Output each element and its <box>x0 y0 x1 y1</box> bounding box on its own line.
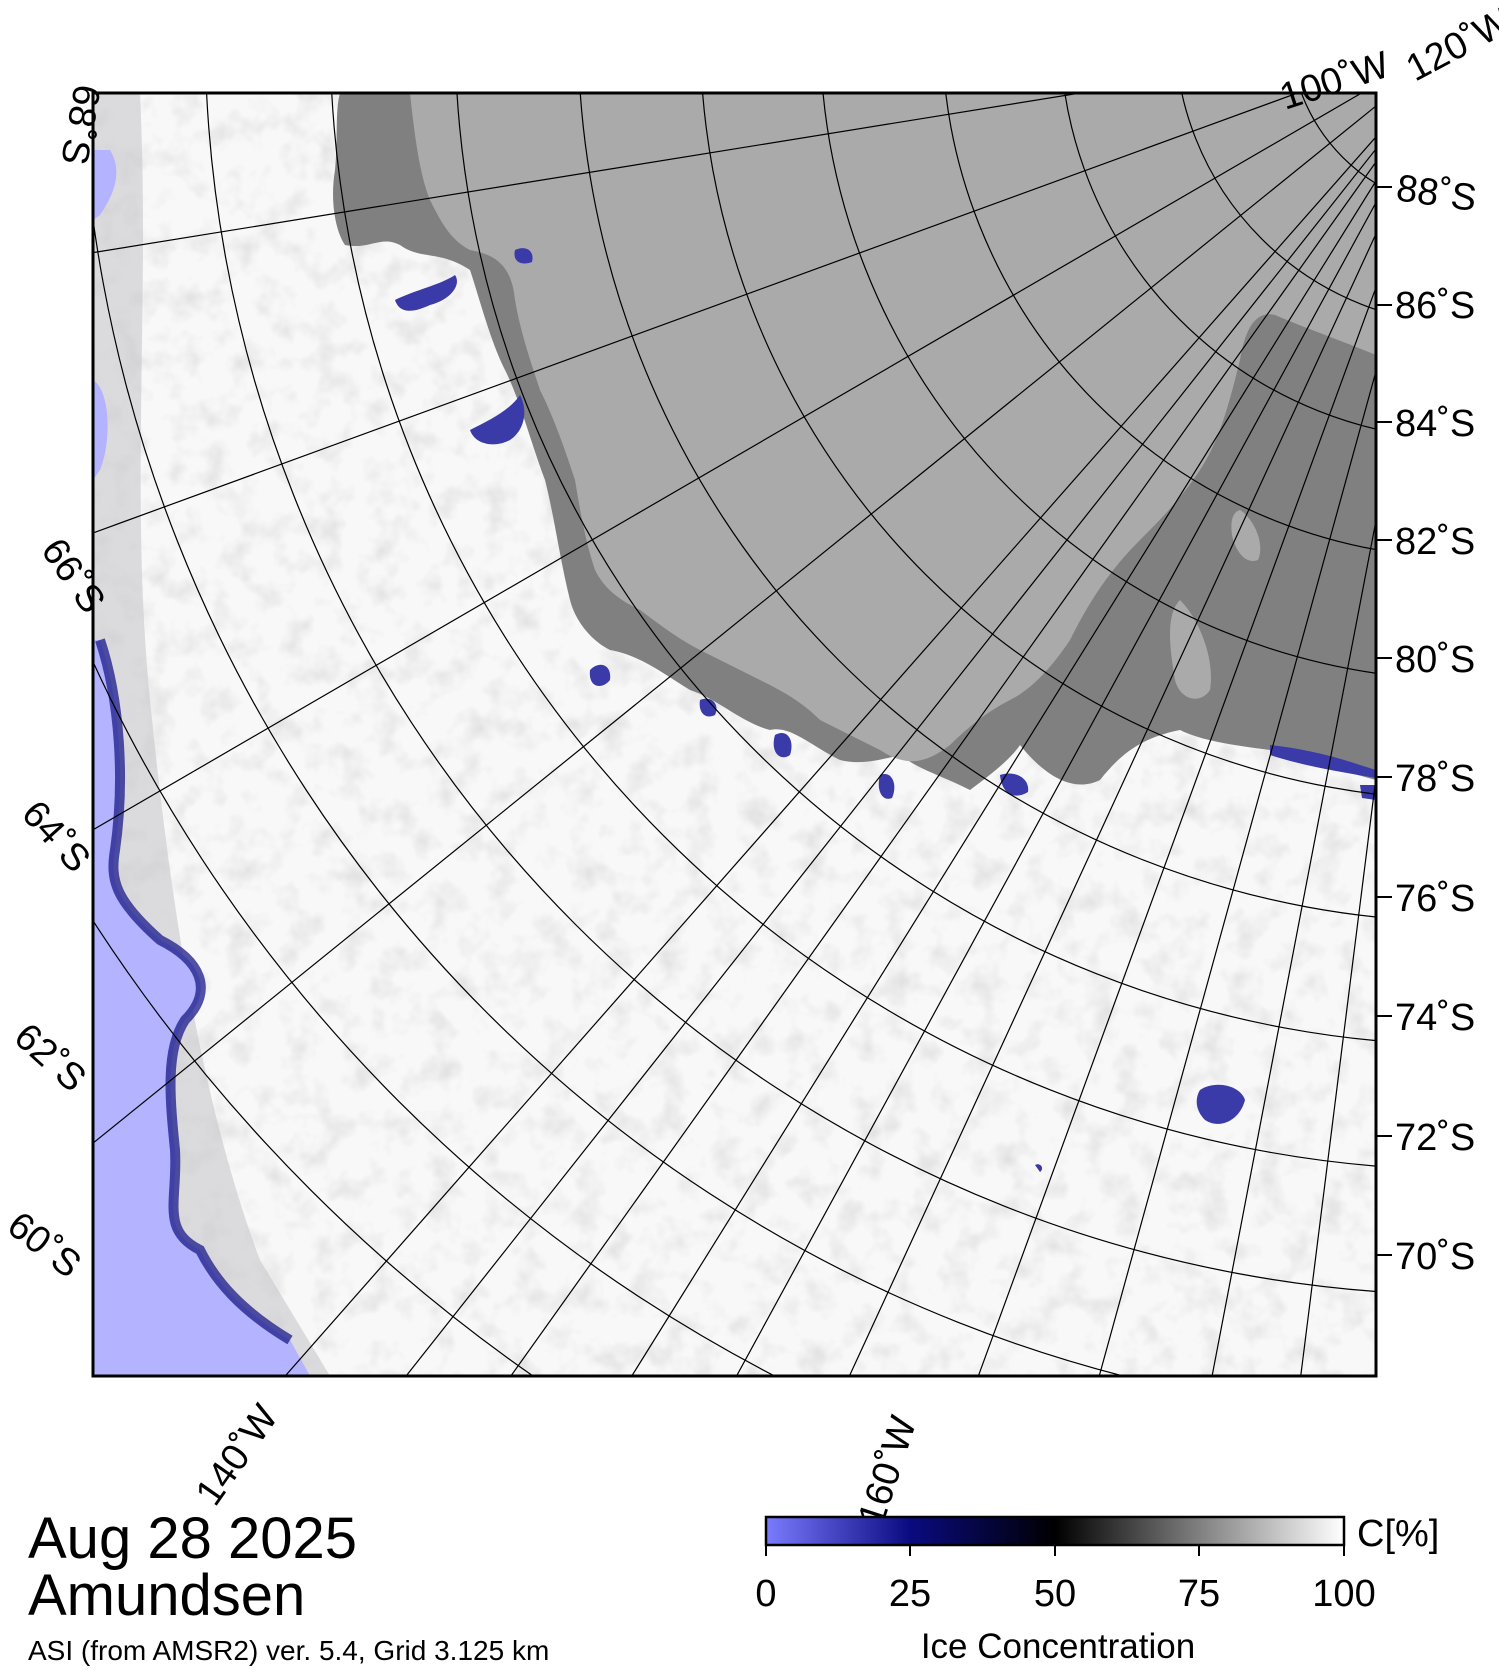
open-water-edge <box>95 638 293 1345</box>
lat-label-64: 64˚S <box>13 793 98 881</box>
lon-label-160w: 160˚W <box>851 1411 926 1531</box>
source-note: ASI (from AMSR2) ver. 5.4, Grid 3.125 km <box>28 1635 549 1666</box>
polynyas <box>395 248 1376 1172</box>
right-lat-labels: 88˚S 86˚S 84˚S 82˚S 80˚S 78˚S 76˚S 74˚S … <box>1394 167 1479 1278</box>
colorbar-gradient <box>764 1515 1346 1547</box>
lat-label-88: 88˚S <box>1394 167 1479 220</box>
colorbar-tick-100: 100 <box>1312 1573 1375 1615</box>
colorbar-tick-50: 50 <box>1034 1573 1076 1615</box>
lat-label-62: 62˚S <box>6 1015 94 1100</box>
lat-label-70: 70˚S <box>1395 1236 1475 1278</box>
lon-label-120w: 120˚W <box>1400 0 1499 90</box>
colorbar-tick-75: 75 <box>1178 1573 1220 1615</box>
land-patch-2 <box>1231 510 1261 561</box>
lat-label-86: 86˚S <box>1395 285 1475 327</box>
lon-label-140w: 140˚W <box>188 1397 287 1513</box>
region-title: Amundsen <box>28 1563 305 1628</box>
lat-label-84: 84˚S <box>1395 403 1475 445</box>
lat-label-76: 76˚S <box>1395 878 1475 920</box>
date-title: Aug 28 2025 <box>28 1506 357 1571</box>
colorbar-unit: C[%] <box>1357 1513 1439 1555</box>
lat-label-80: 80˚S <box>1395 639 1475 681</box>
lat-label-78: 78˚S <box>1395 758 1475 800</box>
land <box>410 93 1376 762</box>
lat-label-72: 72˚S <box>1395 1117 1475 1159</box>
land-patch-1 <box>1170 600 1211 699</box>
open-water <box>93 150 310 1376</box>
map-frame <box>91 91 1378 1378</box>
colorbar: C[%] 0 25 50 75 100 Ice Concentration <box>755 1513 1439 1666</box>
lat-label-82: 82˚S <box>1395 521 1475 563</box>
colorbar-tick-0: 0 <box>755 1573 776 1615</box>
lat-label-60: 60˚S <box>0 1204 89 1287</box>
colorbar-tick-25: 25 <box>889 1573 931 1615</box>
right-ticks <box>1376 186 1392 1256</box>
colorbar-title: Ice Concentration <box>921 1627 1195 1666</box>
top-lon-labels: 100˚W 120˚W <box>1275 0 1499 118</box>
lat-label-74: 74˚S <box>1395 997 1475 1039</box>
